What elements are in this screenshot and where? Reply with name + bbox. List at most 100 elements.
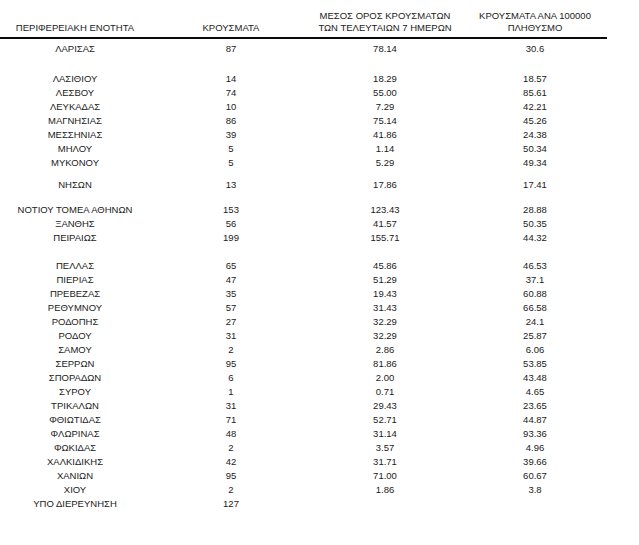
- cell-per-100k: 85.61: [458, 86, 612, 100]
- cell-per-100k: 25.87: [458, 329, 612, 343]
- cell-cases: 74: [150, 86, 312, 100]
- cell-per-100k: 4.65: [458, 385, 612, 399]
- cell-avg-7day: 41.86: [312, 128, 458, 142]
- cell-cases: 42: [150, 455, 312, 469]
- cell-cases: 14: [150, 72, 312, 86]
- cell-per-100k: 46.53: [458, 259, 612, 273]
- table-group: ΠΕΛΛΑΣ6545.8646.53ΠΙΕΡΙΑΣ4751.2937.1ΠΡΕΒ…: [0, 259, 639, 511]
- table-row: ΜΑΓΝΗΣΙΑΣ8675.1445.26: [0, 114, 639, 128]
- cell-avg-7day: 31.43: [312, 301, 458, 315]
- cell-avg-7day: 32.29: [312, 329, 458, 343]
- cell-avg-7day: 32.29: [312, 315, 458, 329]
- cell-avg-7day: 81.86: [312, 357, 458, 371]
- table-group: ΝΟΤΙΟΥ ΤΟΜΕΑ ΑΘΗΝΩΝ153123.4328.88ΞΑΝΘΗΣ5…: [0, 203, 639, 245]
- cell-region: ΠΕΙΡΑΙΩΣ: [0, 231, 150, 245]
- cell-region: ΠΡΕΒΕΖΑΣ: [0, 287, 150, 301]
- cell-avg-7day: 5.29: [312, 156, 458, 170]
- cell-cases: 127: [150, 497, 312, 511]
- cell-per-100k: 30.6: [458, 42, 612, 56]
- table-row: ΝΟΤΙΟΥ ΤΟΜΕΑ ΑΘΗΝΩΝ153123.4328.88: [0, 203, 639, 217]
- cell-region: ΠΙΕΡΙΑΣ: [0, 273, 150, 287]
- table-group: ΛΑΡΙΣΑΣ8778.1430.6: [0, 42, 639, 56]
- cell-region: ΜΗΛΟΥ: [0, 142, 150, 156]
- cell-region: ΡΕΘΥΜΝΟΥ: [0, 301, 150, 315]
- cell-region: ΦΩΚΙΔΑΣ: [0, 441, 150, 455]
- cell-per-100k: 28.88: [458, 203, 612, 217]
- header-per-100k-line1: ΚΡΟΥΣΜΑΤΑ ΑΝΑ 100000: [479, 10, 591, 22]
- cell-per-100k: 24.38: [458, 128, 612, 142]
- table-row: ΡΕΘΥΜΝΟΥ5731.4366.58: [0, 301, 639, 315]
- cell-region: ΧΙΟΥ: [0, 483, 150, 497]
- cell-avg-7day: 1.86: [312, 483, 458, 497]
- header-cases-label: ΚΡΟΥΣΜΑΤΑ: [203, 22, 260, 34]
- cell-per-100k: 45.26: [458, 114, 612, 128]
- cell-avg-7day: 51.29: [312, 273, 458, 287]
- cell-cases: 56: [150, 217, 312, 231]
- table-row: ΞΑΝΘΗΣ5641.5750.35: [0, 217, 639, 231]
- table-row: ΣΠΟΡΑΔΩΝ62.0043.48: [0, 371, 639, 385]
- cell-per-100k: 44.32: [458, 231, 612, 245]
- cell-region: ΠΕΛΛΑΣ: [0, 259, 150, 273]
- cell-per-100k: 39.66: [458, 455, 612, 469]
- cell-region: ΧΑΛΚΙΔΙΚΗΣ: [0, 455, 150, 469]
- cell-per-100k: 17.41: [458, 178, 612, 192]
- cell-region: ΝΟΤΙΟΥ ΤΟΜΕΑ ΑΘΗΝΩΝ: [0, 203, 150, 217]
- cell-per-100k: 60.88: [458, 287, 612, 301]
- cell-per-100k: 53.85: [458, 357, 612, 371]
- table-row: ΡΟΔΟΥ3132.2925.87: [0, 329, 639, 343]
- cell-per-100k: 44.87: [458, 413, 612, 427]
- cell-per-100k: 43.48: [458, 371, 612, 385]
- table-row: ΣΥΡΟΥ10.714.65: [0, 385, 639, 399]
- cell-per-100k: 6.06: [458, 343, 612, 357]
- cell-cases: 31: [150, 329, 312, 343]
- table-row: ΛΕΣΒΟΥ7455.0085.61: [0, 86, 639, 100]
- cell-per-100k: 49.34: [458, 156, 612, 170]
- cell-avg-7day: 31.14: [312, 427, 458, 441]
- table-row: ΥΠΟ ΔΙΕΡΕΥΝΗΣΗ127: [0, 497, 639, 511]
- cell-cases: 6: [150, 371, 312, 385]
- cell-cases: 48: [150, 427, 312, 441]
- table-group: ΛΑΣΙΘΙΟΥ1418.2918.57ΛΕΣΒΟΥ7455.0085.61ΛΕ…: [0, 72, 639, 170]
- cell-cases: 10: [150, 100, 312, 114]
- cell-region: ΡΟΔΟΥ: [0, 329, 150, 343]
- header-regional-unit-label: ΠΕΡΙΦΕΡΕΙΑΚΗ ΕΝΟΤΗΤΑ: [16, 22, 134, 34]
- cell-cases: 86: [150, 114, 312, 128]
- header-avg-7day: ΜΕΣΟΣ ΟΡΟΣ ΚΡΟΥΣΜΑΤΩΝ ΤΩΝ ΤΕΛΕΥΤΑΙΩΝ 7 Η…: [312, 10, 458, 37]
- cell-region: ΛΕΣΒΟΥ: [0, 86, 150, 100]
- cell-avg-7day: 0.71: [312, 385, 458, 399]
- cell-avg-7day: 2.86: [312, 343, 458, 357]
- cell-region: ΡΟΔΟΠΗΣ: [0, 315, 150, 329]
- table-row: ΧΑΛΚΙΔΙΚΗΣ4231.7139.66: [0, 455, 639, 469]
- cell-avg-7day: 7.29: [312, 100, 458, 114]
- cell-region: ΛΑΣΙΘΙΟΥ: [0, 72, 150, 86]
- cell-region: ΜΑΓΝΗΣΙΑΣ: [0, 114, 150, 128]
- cell-avg-7day: 71.00: [312, 469, 458, 483]
- table-row: ΧΙΟΥ21.863.8: [0, 483, 639, 497]
- table-body: ΛΑΡΙΣΑΣ8778.1430.6ΛΑΣΙΘΙΟΥ1418.2918.57ΛΕ…: [0, 39, 639, 511]
- cell-region: ΧΑΝΙΩΝ: [0, 469, 150, 483]
- cell-per-100k: 18.57: [458, 72, 612, 86]
- cell-cases: 65: [150, 259, 312, 273]
- cell-avg-7day: 19.43: [312, 287, 458, 301]
- table-row: ΠΙΕΡΙΑΣ4751.2937.1: [0, 273, 639, 287]
- cell-avg-7day: 29.43: [312, 399, 458, 413]
- cell-per-100k: 60.67: [458, 469, 612, 483]
- cell-region: ΝΗΣΩΝ: [0, 178, 150, 192]
- cell-region: ΞΑΝΘΗΣ: [0, 217, 150, 231]
- table-row: ΦΩΚΙΔΑΣ23.574.96: [0, 441, 639, 455]
- table-row: ΠΕΙΡΑΙΩΣ199155.7144.32: [0, 231, 639, 245]
- cell-region: ΣΥΡΟΥ: [0, 385, 150, 399]
- table-row: ΛΑΣΙΘΙΟΥ1418.2918.57: [0, 72, 639, 86]
- table-row: ΠΡΕΒΕΖΑΣ3519.4360.88: [0, 287, 639, 301]
- cell-region: ΛΕΥΚΑΔΑΣ: [0, 100, 150, 114]
- cell-avg-7day: [312, 497, 458, 511]
- cell-per-100k: 3.8: [458, 483, 612, 497]
- cell-avg-7day: 41.57: [312, 217, 458, 231]
- cell-cases: 95: [150, 357, 312, 371]
- table-row: ΦΛΩΡΙΝΑΣ4831.1493.36: [0, 427, 639, 441]
- cell-region: ΛΑΡΙΣΑΣ: [0, 42, 150, 56]
- table-row: ΧΑΝΙΩΝ9571.0060.67: [0, 469, 639, 483]
- cell-cases: 1: [150, 385, 312, 399]
- cell-region: ΜΕΣΣΗΝΙΑΣ: [0, 128, 150, 142]
- table-row: ΜΕΣΣΗΝΙΑΣ3941.8624.38: [0, 128, 639, 142]
